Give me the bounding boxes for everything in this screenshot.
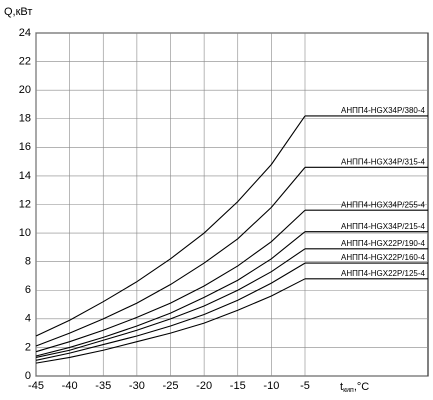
- series-label: АНПП4-HGX34P/255-4: [341, 200, 426, 209]
- x-tick-label: -5: [300, 380, 310, 392]
- y-tick-label: 4: [25, 313, 31, 325]
- series-label: АНПП4-HGX34P/215-4: [341, 222, 426, 231]
- x-tick-label: -30: [129, 380, 145, 392]
- series-line: [35, 278, 306, 364]
- y-axis-label: Q,кВт: [4, 6, 32, 18]
- x-tick-label: -40: [62, 380, 78, 392]
- series-line: [35, 248, 306, 358]
- y-tick-label: 12: [19, 198, 31, 210]
- y-tick-label: 14: [19, 170, 31, 182]
- y-tick-label: 20: [19, 84, 31, 96]
- series-line: [35, 209, 306, 353]
- x-tick-label: -45: [28, 380, 44, 392]
- series-label: АНПП4-HGX34P/380-4: [341, 106, 426, 115]
- x-tick-label: -15: [230, 380, 246, 392]
- y-tick-label: 24: [19, 27, 31, 39]
- series-label: АНПП4-HGX22P/125-4: [341, 269, 426, 278]
- x-label-suffix: ,°C: [354, 381, 369, 393]
- y-tick-label: 22: [19, 55, 31, 67]
- x-tick-label: -25: [163, 380, 179, 392]
- series-line: [35, 231, 306, 357]
- y-tick-label: 8: [25, 256, 31, 268]
- y-tick-label: 0: [25, 370, 31, 382]
- y-tick-label: 2: [25, 341, 31, 353]
- x-axis-label: tкип,°C: [340, 381, 369, 394]
- series-line: [35, 262, 306, 361]
- x-tick-label: -35: [95, 380, 111, 392]
- x-tick-label: -20: [196, 380, 212, 392]
- x-label-subscript: кип: [343, 387, 354, 394]
- series-label: АНПП4-HGX22P/160-4: [341, 253, 426, 262]
- series-line: [35, 166, 306, 347]
- y-tick-label: 16: [19, 141, 31, 153]
- y-tick-label: 10: [19, 227, 31, 239]
- series-label: АНПП4-HGX34P/315-4: [341, 157, 426, 166]
- y-tick-label: 18: [19, 113, 31, 125]
- y-tick-label: 6: [25, 284, 31, 296]
- series-label: АНПП4-HGX22P/190-4: [341, 239, 426, 248]
- x-label-main: t: [340, 381, 343, 393]
- series-line: [35, 115, 306, 337]
- x-tick-label: -10: [263, 380, 279, 392]
